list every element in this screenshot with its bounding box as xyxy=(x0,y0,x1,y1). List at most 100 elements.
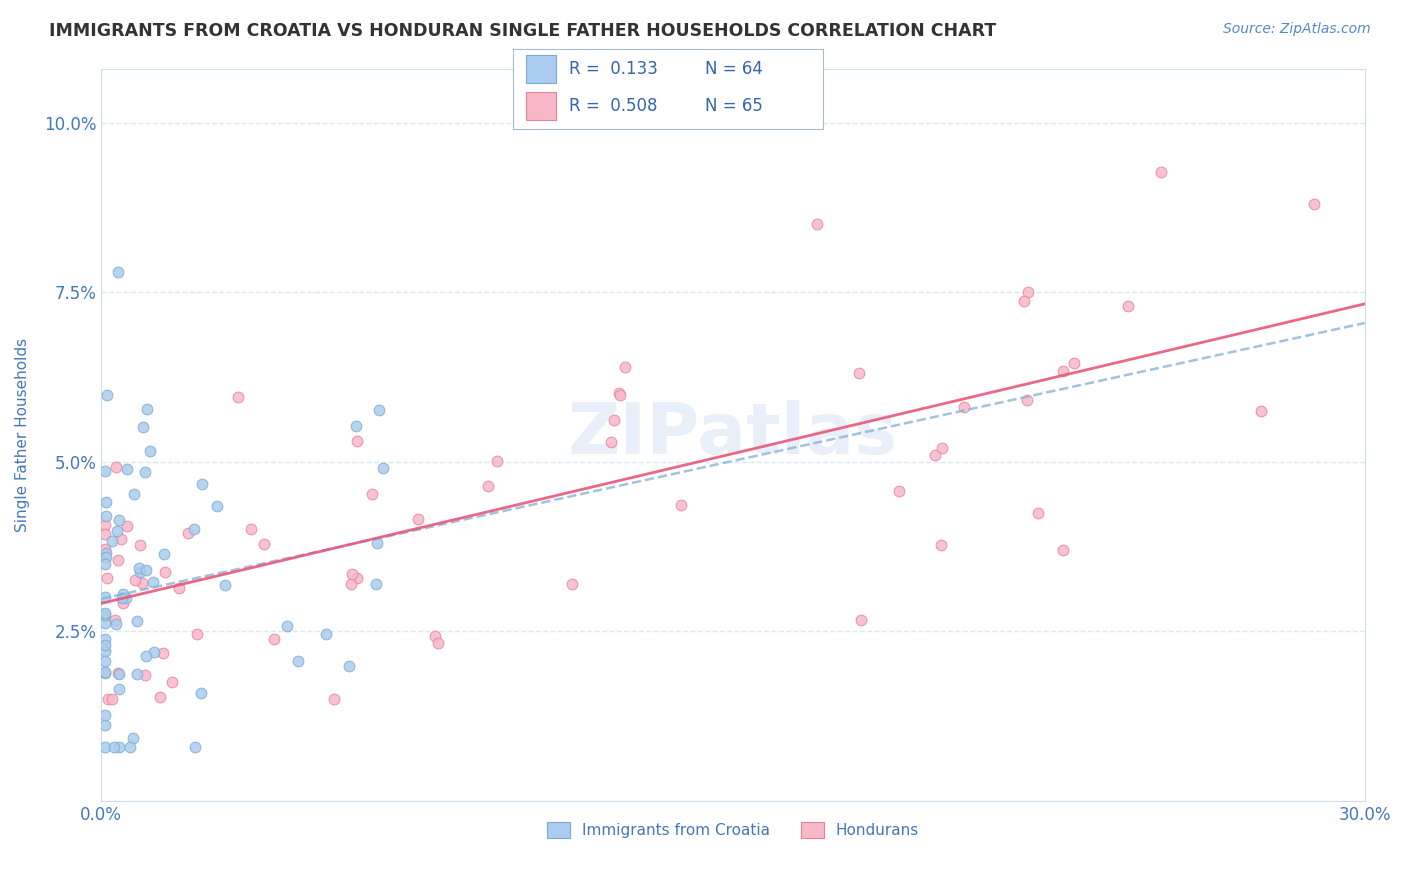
Point xyxy=(486,454,509,468)
Point xyxy=(94,557,117,571)
Point xyxy=(1150,165,1173,179)
Point xyxy=(226,390,249,404)
Point xyxy=(1012,293,1035,308)
Point xyxy=(1015,393,1038,408)
Point xyxy=(94,607,117,622)
Point xyxy=(120,739,142,754)
Point xyxy=(94,591,117,605)
Point xyxy=(103,739,125,754)
Point xyxy=(149,690,172,705)
Text: ZIPatlas: ZIPatlas xyxy=(568,401,898,469)
Point xyxy=(153,565,176,579)
Point xyxy=(125,667,148,681)
Point xyxy=(94,495,117,509)
Point xyxy=(239,522,262,536)
Point xyxy=(94,707,117,722)
Point xyxy=(263,632,285,647)
Point xyxy=(107,553,129,567)
Point xyxy=(887,483,910,498)
Point xyxy=(138,443,160,458)
Point xyxy=(115,518,138,533)
Point xyxy=(1303,197,1326,211)
Point xyxy=(135,563,157,577)
Point xyxy=(368,403,391,417)
Point xyxy=(607,385,630,400)
Text: R =  0.508: R = 0.508 xyxy=(569,96,658,115)
Point xyxy=(177,525,200,540)
Point xyxy=(115,591,138,605)
Point xyxy=(1052,543,1074,558)
Point xyxy=(183,522,205,536)
Point xyxy=(167,581,190,595)
Point xyxy=(953,400,976,414)
Point xyxy=(346,434,368,449)
Point xyxy=(96,508,118,523)
Point xyxy=(94,464,117,478)
Point xyxy=(1063,356,1085,370)
Point xyxy=(186,627,208,641)
Point xyxy=(190,686,212,700)
Point xyxy=(94,718,117,732)
Point xyxy=(848,366,870,380)
Point xyxy=(107,665,129,680)
Point xyxy=(364,577,387,591)
FancyBboxPatch shape xyxy=(526,54,557,83)
Point xyxy=(361,487,384,501)
Point xyxy=(276,619,298,633)
Point xyxy=(94,541,117,556)
Point xyxy=(253,537,276,551)
Point xyxy=(1052,364,1074,378)
Point xyxy=(121,731,143,745)
Point xyxy=(135,649,157,664)
Point xyxy=(153,548,176,562)
Point xyxy=(849,613,872,627)
Point xyxy=(1116,299,1139,313)
Point xyxy=(142,574,165,589)
Text: N = 65: N = 65 xyxy=(704,96,763,115)
Point xyxy=(337,658,360,673)
Point xyxy=(111,591,134,606)
Point xyxy=(406,511,429,525)
Point xyxy=(111,587,134,601)
Point xyxy=(190,477,212,491)
Point xyxy=(929,538,952,552)
Point xyxy=(124,574,146,588)
Point xyxy=(122,487,145,501)
Legend: Immigrants from Croatia, Hondurans: Immigrants from Croatia, Hondurans xyxy=(541,816,925,845)
Point xyxy=(96,388,118,402)
Point xyxy=(96,571,118,585)
Point xyxy=(105,617,128,632)
Text: R =  0.133: R = 0.133 xyxy=(569,60,658,78)
Point xyxy=(134,465,156,479)
Point xyxy=(477,478,499,492)
Point xyxy=(94,632,117,647)
Point xyxy=(143,645,166,659)
Point xyxy=(344,419,367,434)
Point xyxy=(94,739,117,754)
FancyBboxPatch shape xyxy=(526,92,557,120)
Point xyxy=(100,533,122,548)
Point xyxy=(136,402,159,417)
Point xyxy=(425,629,447,643)
Point xyxy=(609,387,631,401)
Y-axis label: Single Father Households: Single Father Households xyxy=(15,338,30,532)
Point xyxy=(1250,404,1272,418)
Point xyxy=(104,613,127,627)
Point xyxy=(94,550,117,565)
Point xyxy=(132,420,155,434)
Point xyxy=(94,518,117,533)
Point xyxy=(669,498,692,512)
Point xyxy=(160,675,183,690)
Point xyxy=(366,536,388,550)
Point xyxy=(101,692,124,706)
Point xyxy=(97,692,120,706)
Text: Source: ZipAtlas.com: Source: ZipAtlas.com xyxy=(1223,22,1371,37)
Point xyxy=(561,577,583,591)
Point xyxy=(183,739,205,754)
Point xyxy=(603,412,626,426)
Point xyxy=(115,461,138,475)
Point xyxy=(214,577,236,591)
Point xyxy=(315,627,337,641)
Point xyxy=(1026,507,1049,521)
Point xyxy=(152,646,174,660)
